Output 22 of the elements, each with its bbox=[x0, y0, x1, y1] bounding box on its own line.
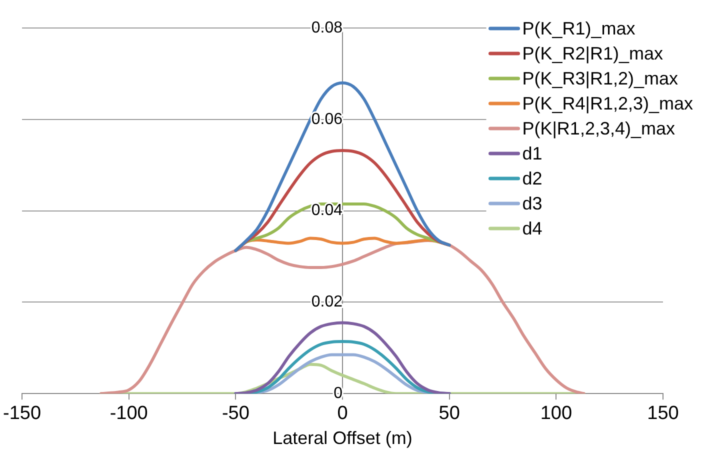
y-tick-label: 0.04 bbox=[311, 202, 343, 220]
y-tick-label: 0.08 bbox=[311, 19, 343, 36]
x-tick-label: 100 bbox=[540, 403, 572, 424]
legend-label: P(K_R1)_max bbox=[522, 18, 636, 38]
x-tick-label: 50 bbox=[438, 403, 460, 424]
legend-label: P(K_R2|R1)_max bbox=[522, 43, 663, 64]
x-tick-label: -50 bbox=[222, 403, 250, 424]
x-tick-label: -100 bbox=[110, 403, 148, 424]
x-tick-label: 150 bbox=[647, 403, 679, 424]
x-axis-title: Lateral Offset (m) bbox=[272, 428, 412, 448]
legend-label: d2 bbox=[522, 168, 542, 188]
y-tick-label: 0.06 bbox=[311, 110, 343, 128]
y-tick-label: 0 bbox=[334, 385, 343, 402]
legend-label: d3 bbox=[522, 193, 542, 214]
line-series bbox=[234, 81, 451, 252]
legend-label: P(K|R1,2,3,4)_max bbox=[522, 118, 676, 138]
y-tick-label: 0.02 bbox=[311, 294, 343, 311]
legend-label: P(K_R4|R1,2,3)_max bbox=[522, 93, 694, 114]
legend-label: d4 bbox=[522, 218, 542, 238]
legend-label: d1 bbox=[522, 143, 542, 164]
x-tick-label: -150 bbox=[3, 403, 42, 424]
legend-label: P(K_R3|R1,2)_max bbox=[522, 68, 678, 88]
